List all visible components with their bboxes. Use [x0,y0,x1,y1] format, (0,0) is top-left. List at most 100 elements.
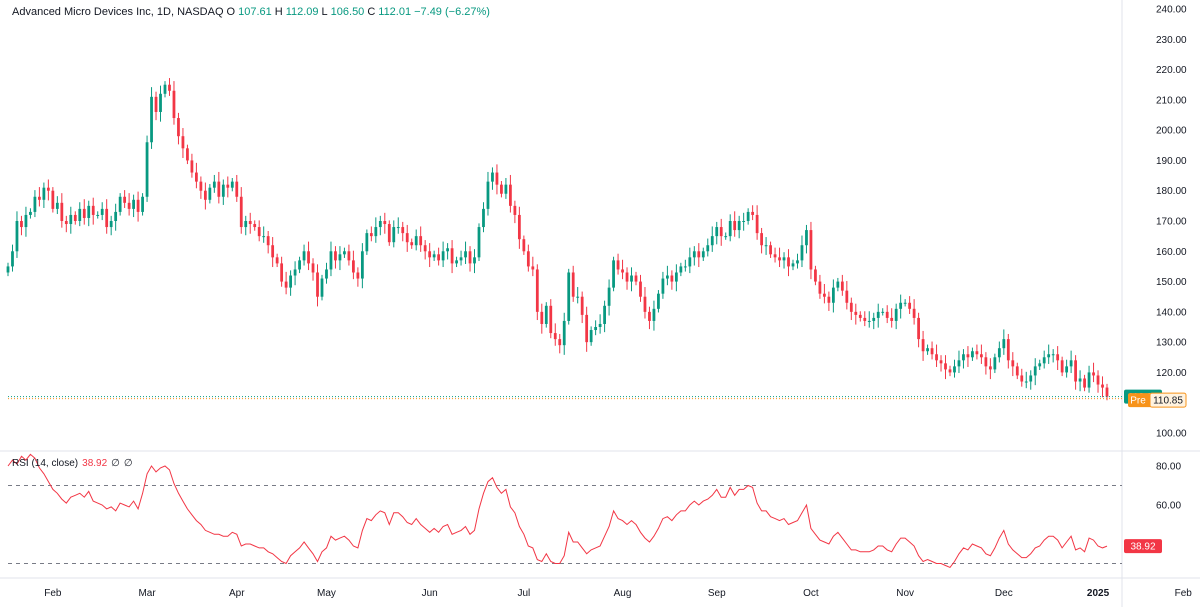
candle-body [212,181,216,188]
candle-body [782,257,786,261]
candle-body [1069,360,1073,367]
rsi-title[interactable]: RSI (14, close) [12,458,79,469]
candle-body [181,136,185,149]
candle-body [921,339,925,352]
candle-body [769,245,772,255]
close-value: 112.01 [378,6,412,18]
candle-body [383,221,387,225]
candle-body [477,227,481,258]
candle-body [235,181,239,197]
candle-body [930,348,934,355]
candle-body [217,181,221,197]
candle-body [571,272,575,297]
rsi-extra-2: ∅ [123,458,133,469]
candle-body [831,287,835,303]
candle-body [580,296,584,315]
candle-body [360,251,364,279]
candle-body [576,296,580,298]
candle-body [773,254,777,258]
candle-body [428,251,432,258]
candle-body [369,233,373,237]
rsi-legend[interactable]: RSI (14, close) 38.92 ∅ ∅ [12,458,133,469]
candle-body [953,366,956,373]
candle-body [1101,384,1104,388]
candle-body [15,221,19,252]
candle-body [544,305,548,324]
candle-body [764,245,768,247]
candle-body [858,314,862,318]
candle-body [980,354,983,358]
symbol-legend[interactable]: Advanced Micro Devices Inc, 1D, NASDAQ O… [12,6,490,18]
candle-body [755,214,759,234]
candle-body [800,245,804,261]
candle-body [289,275,292,288]
candle-body [374,227,378,237]
candle-body [526,251,530,267]
candle-body [589,330,593,343]
time-tick-label: Feb [44,588,62,599]
candle-body [975,351,979,355]
candle-body [320,278,324,297]
candle-body [266,236,270,246]
candle-body [329,251,333,270]
candle-body [82,208,86,218]
rsi-layer [7,453,1122,569]
price-tick-label: 210.00 [1156,95,1187,106]
candle-body [1056,354,1060,361]
candle-body [746,211,750,221]
candle-body [150,96,153,143]
candle-body [553,333,557,340]
candle-body [513,205,517,215]
candle-body [253,224,257,228]
candle-body [64,221,68,225]
price-tick-label: 140.00 [1156,307,1187,318]
time-tick-label: 2025 [1087,588,1110,599]
candle-body [338,254,342,261]
symbol-title[interactable]: Advanced Micro Devices Inc, 1D, NASDAQ [12,6,224,18]
candle-body [760,233,763,246]
candle-body [1020,375,1024,382]
candle-body [100,208,104,215]
price-tick-label: 120.00 [1156,368,1187,379]
candle-body [280,263,284,282]
time-tick-label: Jul [517,588,530,599]
rsi-tick-label: 80.00 [1156,462,1181,473]
candle-body [163,84,167,94]
candle-body [621,269,624,273]
axis-layer: 240.00 230.00 220.00 210.00 200.00 190.00 180.… [44,5,1192,600]
candle-body [988,366,992,370]
candle-body [917,317,920,340]
candle-body [912,308,916,318]
candle-body [531,266,535,270]
candle-body [657,293,660,309]
candle-body [522,239,526,252]
candle-body [585,314,589,343]
close-label: C [367,6,376,18]
time-tick-label: Sep [708,588,726,599]
candle-body [78,208,82,221]
candle-body [29,211,32,215]
candle-body [248,221,252,225]
candle-body [1015,366,1019,376]
candle-body [648,311,651,321]
candle-body [517,214,521,240]
candle-body [1060,360,1064,373]
rsi-value-badge-text: 38.92 [1130,542,1155,553]
candle-body [715,227,719,237]
open-label: O [226,6,236,18]
candle-body [683,266,687,268]
candle-body [69,214,73,225]
candle-body [666,275,669,279]
candle-body [679,266,683,273]
candle-body [697,251,701,258]
rsi-line [7,453,1108,569]
pre-market-price-badge [1149,392,1187,408]
candle-body [935,354,938,361]
price-tick-label: 200.00 [1156,126,1187,137]
candle-body [688,257,692,267]
candle-body [172,90,176,119]
candle-body [33,196,37,212]
